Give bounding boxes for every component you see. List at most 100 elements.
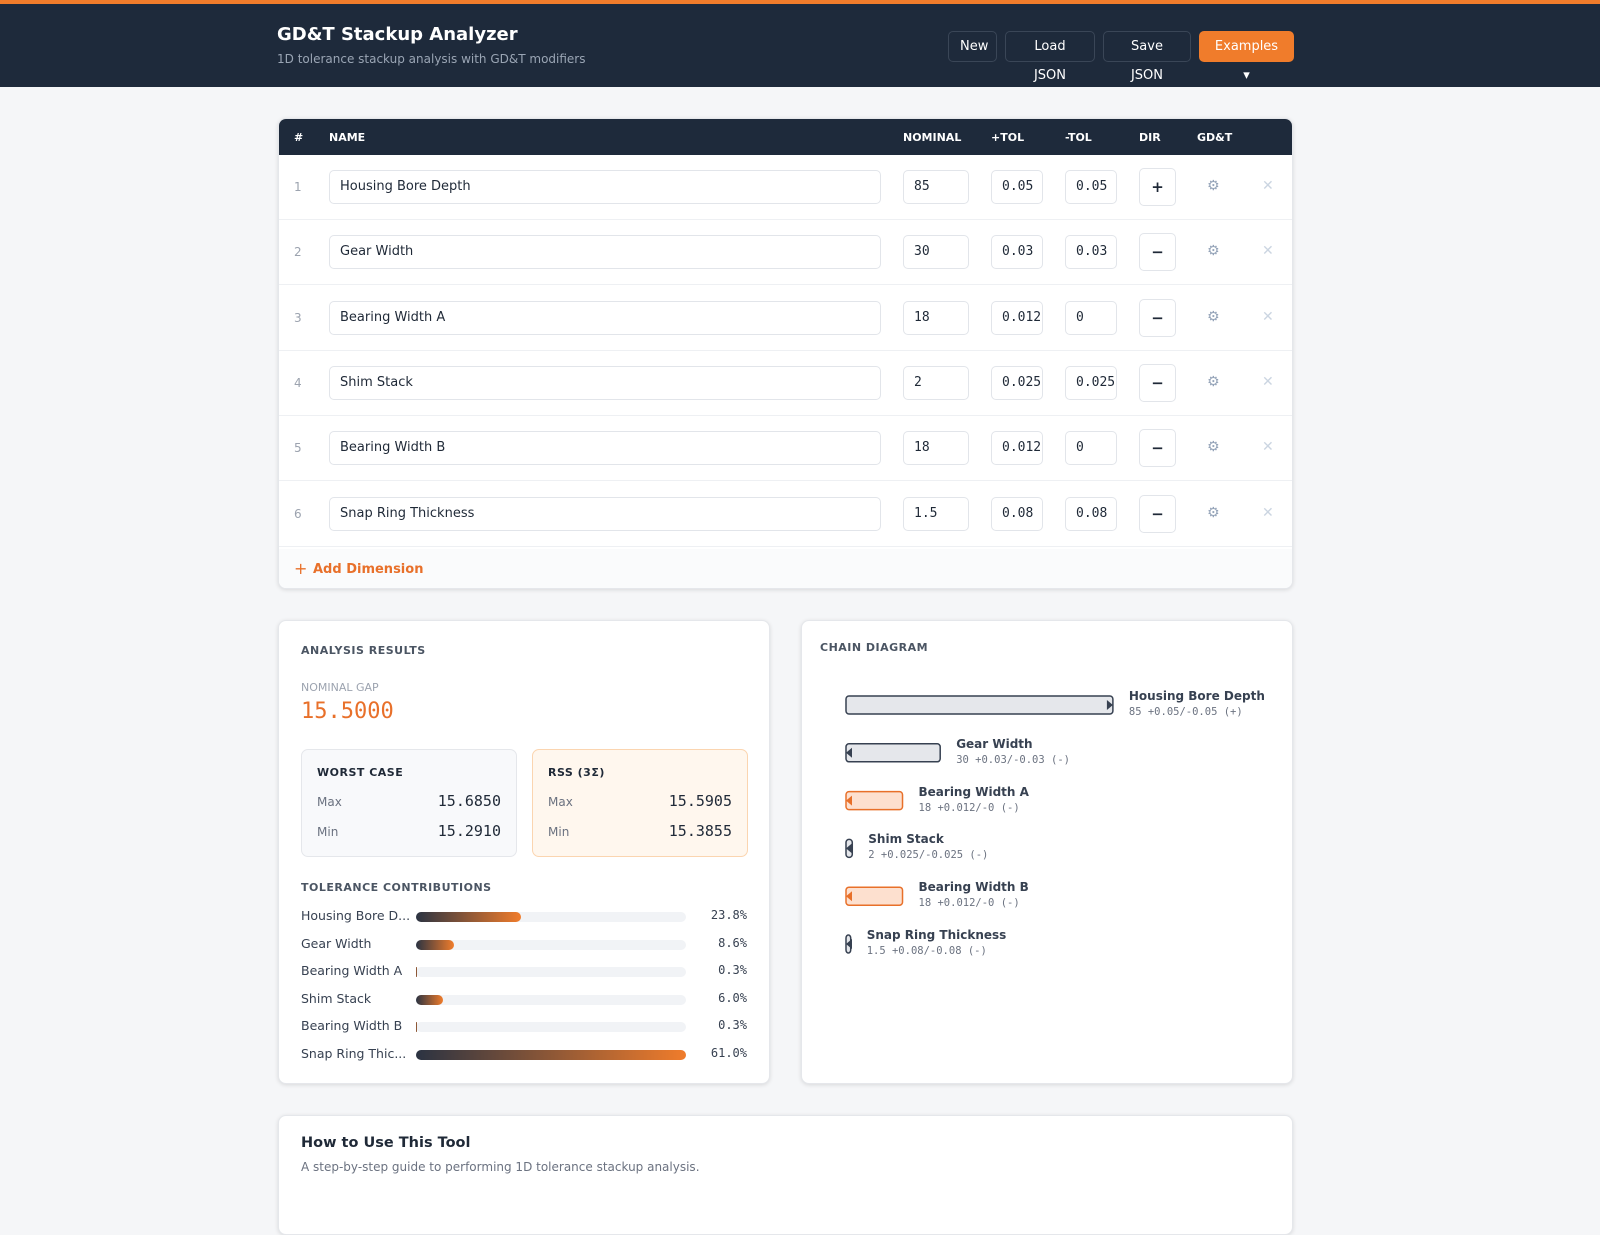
chain-name: Housing Bore Depth (1128, 689, 1265, 703)
contribution-bar (416, 1022, 418, 1033)
chain-detail: 30 +0.03/-0.03 (-) (956, 753, 1070, 766)
chain-name: Shim Stack (868, 832, 944, 847)
contribution-name: Bearing Width A (301, 963, 403, 979)
delete-icon[interactable]: ✕ (1262, 243, 1274, 260)
plus-tol-input[interactable]: 0.08 (991, 496, 1043, 531)
add-dimension-button[interactable]: Add Dimension (313, 562, 424, 577)
gdt-icon[interactable]: ⚙ (1207, 178, 1220, 194)
contribution-bar (416, 912, 522, 922)
contribution-track (416, 1022, 686, 1033)
box-title: WORST CASE (317, 766, 404, 779)
gdt-icon[interactable]: ⚙ (1207, 373, 1220, 390)
dir-button[interactable]: − (1139, 233, 1176, 272)
header-button[interactable]: Examples ▾ (1199, 31, 1294, 83)
name-input[interactable]: Bearing Width B (329, 431, 881, 466)
column-header: GD&T (1197, 131, 1233, 144)
minus-tol-input[interactable]: 0.025 (1065, 365, 1117, 400)
delete-icon[interactable]: ✕ (1262, 373, 1274, 390)
nominal-input[interactable]: 2 (903, 365, 969, 400)
chain-bar (845, 695, 1114, 715)
contribution-bar (416, 939, 455, 950)
dir-button[interactable]: − (1139, 494, 1176, 533)
table-row: 2 Gear Width 30 0.03 0.03− ⚙ ✕ (279, 220, 1292, 286)
dir-button[interactable]: + (1139, 168, 1176, 206)
name-input[interactable]: Bearing Width A (329, 300, 881, 335)
nominal-input[interactable]: 1.5 (903, 496, 969, 531)
delete-icon[interactable]: ✕ (1262, 504, 1274, 521)
chain-bar (845, 790, 904, 811)
contribution-bar (416, 1050, 686, 1060)
min-label: Min (317, 825, 339, 839)
nominal-gap-value: 15.5000 (301, 699, 394, 724)
dir-button[interactable]: − (1139, 363, 1176, 402)
name-input[interactable]: Housing Bore Depth (329, 170, 881, 204)
guide-subtitle: A step-by-step guide to performing 1D to… (301, 1160, 700, 1174)
plus-tol-input[interactable]: 0.025 (991, 365, 1043, 400)
table-row: 4 Shim Stack 2 0.025 0.025− ⚙ ✕ (279, 351, 1292, 416)
chain-arrow (846, 795, 852, 806)
plus-tol-input[interactable]: 0.012 (991, 300, 1043, 335)
worst-case-box: WORST CASE Max 15.6850 Min 15.2910 (301, 749, 517, 857)
minus-tol-input[interactable]: 0 (1065, 431, 1117, 466)
contribution-bar (416, 967, 418, 978)
contribution-label: 61.0% (710, 1046, 747, 1060)
minus-tol-input[interactable]: 0.03 (1065, 235, 1117, 270)
contribution-label: 8.6% (718, 935, 747, 950)
delete-icon[interactable]: ✕ (1262, 308, 1274, 325)
nominal-gap-label: NOMINAL GAP (301, 681, 379, 694)
column-header: +TOL (991, 131, 1025, 144)
chain-name: Bearing Width A (918, 784, 1029, 799)
app-subtitle: 1D tolerance stackup analysis with GD&T … (277, 52, 586, 66)
header-button[interactable]: Load JSON (1005, 31, 1095, 83)
contribution-label: 0.3% (718, 963, 747, 978)
contribution-bar (416, 994, 443, 1005)
nominal-input[interactable]: 85 (903, 170, 969, 204)
chain-arrow (846, 747, 852, 758)
dir-button[interactable]: − (1139, 298, 1176, 337)
contribution-track (416, 1050, 686, 1060)
contribution-track (416, 994, 686, 1005)
dir-button[interactable]: − (1139, 429, 1176, 468)
contribution-track (416, 912, 686, 922)
max-value: 15.5905 (668, 792, 732, 810)
header-button[interactable]: Save JSON (1103, 31, 1191, 83)
header-button[interactable]: New (948, 31, 997, 62)
max-label: Max (548, 795, 573, 809)
add-plus[interactable]: + (294, 559, 308, 578)
row-index: 6 (294, 506, 302, 521)
gdt-icon[interactable]: ⚙ (1207, 439, 1220, 456)
minus-tol-input[interactable]: 0.05 (1065, 170, 1117, 204)
plus-tol-input[interactable]: 0.012 (991, 431, 1043, 466)
guide-title: How to Use This Tool (301, 1135, 471, 1151)
contribution-name: Shim Stack (301, 990, 372, 1006)
plus-tol-input[interactable]: 0.03 (991, 235, 1043, 270)
gdt-icon[interactable]: ⚙ (1207, 308, 1220, 325)
chain-bar (845, 743, 941, 763)
minus-tol-input[interactable]: 0.08 (1065, 496, 1117, 531)
nominal-input[interactable]: 30 (903, 235, 969, 270)
delete-icon[interactable]: ✕ (1262, 178, 1274, 194)
chain-detail: 18 +0.012/-0 (-) (918, 897, 1020, 910)
name-input[interactable]: Shim Stack (329, 365, 881, 400)
row-index: 3 (294, 310, 302, 325)
header: GD&T Stackup Analyzer 1D tolerance stacku… (0, 0, 1600, 87)
gdt-icon[interactable]: ⚙ (1207, 504, 1220, 521)
chain-detail: 18 +0.012/-0 (-) (918, 801, 1020, 814)
minus-tol-input[interactable]: 0 (1065, 300, 1117, 335)
table-row: 5 Bearing Width B 18 0.012 0− ⚙ ✕ (279, 416, 1292, 482)
table-row: 6 Snap Ring Thickness 1.5 0.08 0.08− ⚙ ✕ (279, 482, 1292, 547)
name-input[interactable]: Gear Width (329, 235, 881, 270)
delete-icon[interactable]: ✕ (1262, 439, 1274, 456)
plus-tol-input[interactable]: 0.05 (991, 170, 1043, 204)
contribution-name: Snap Ring Thic... (301, 1046, 407, 1061)
nominal-input[interactable]: 18 (903, 300, 969, 335)
chain-arrow (846, 843, 852, 854)
name-input[interactable]: Snap Ring Thickness (329, 496, 881, 531)
min-value: 15.3855 (668, 822, 732, 840)
column-header: DIR (1139, 131, 1161, 144)
contributions-title: TOLERANCE CONTRIBUTIONS (301, 881, 492, 894)
nominal-input[interactable]: 18 (903, 431, 969, 466)
table-row: 3 Bearing Width A 18 0.012 0− ⚙ ✕ (279, 286, 1292, 351)
gdt-icon[interactable]: ⚙ (1207, 243, 1220, 260)
chain-name: Gear Width (956, 736, 1033, 751)
